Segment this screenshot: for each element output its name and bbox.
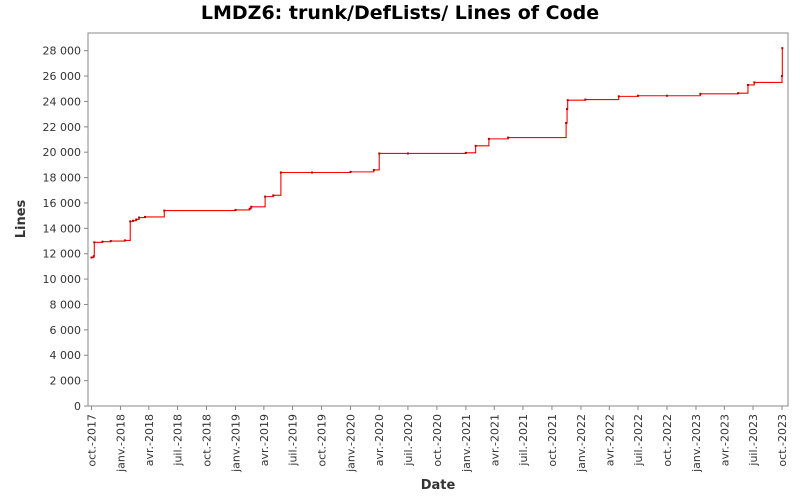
x-tick-label: avr.-2018 [143, 414, 156, 466]
x-tick-label: avr.-2023 [718, 414, 731, 466]
x-tick-label: juil.-2021 [517, 414, 530, 467]
data-point [93, 241, 96, 244]
data-point [507, 136, 510, 139]
data-point [378, 152, 381, 155]
data-point [753, 81, 756, 84]
x-tick-label: oct.-2021 [546, 414, 559, 467]
x-tick-label: avr.-2019 [258, 414, 271, 466]
data-point [372, 168, 375, 171]
y-axis-title: Lines [14, 199, 29, 238]
data-point [92, 255, 95, 258]
x-tick-label: janv.-2018 [114, 414, 127, 473]
x-tick-label: oct.-2023 [776, 414, 789, 467]
data-point [90, 256, 93, 259]
x-tick-label: oct.-2020 [431, 414, 444, 467]
data-point [487, 137, 490, 140]
y-axis-ticks: 0 2 000 4 000 6 000 8 000 10 000 12 000 14 000 1… [43, 45, 88, 413]
x-tick-label: juil.-2022 [632, 414, 645, 467]
y-tick-label: 4 000 [50, 349, 82, 362]
data-point [250, 205, 253, 208]
x-tick-label: janv.-2022 [575, 414, 588, 473]
x-tick-label: oct.-2017 [85, 414, 98, 467]
data-point [699, 92, 702, 95]
x-tick-label: avr.-2020 [373, 414, 386, 466]
series-layer [90, 47, 784, 259]
data-point [135, 218, 138, 221]
x-tick-label: janv.-2020 [345, 414, 358, 473]
data-point [129, 220, 132, 223]
y-tick-label: 2 000 [50, 375, 82, 388]
y-tick-label: 6 000 [50, 324, 82, 337]
data-point [474, 144, 477, 147]
data-point [566, 108, 569, 111]
data-point [566, 99, 569, 102]
chart-title: LMDZ6: trunk/DefLists/ Lines of Code [200, 2, 600, 24]
data-point [584, 98, 587, 101]
data-point [311, 171, 314, 174]
x-tick-label: juil.-2019 [287, 414, 300, 467]
y-tick-label: 16 000 [43, 197, 82, 210]
x-tick-label: janv.-2019 [230, 414, 243, 473]
y-tick-label: 12 000 [43, 248, 82, 261]
data-point [737, 92, 740, 95]
x-tick-label: oct.-2022 [661, 414, 674, 467]
data-point [565, 122, 568, 125]
y-tick-label: 8 000 [50, 298, 82, 311]
x-tick-label: janv.-2021 [460, 414, 473, 473]
x-tick-label: juil.-2018 [172, 414, 185, 467]
y-tick-label: 26 000 [43, 70, 82, 83]
data-point [234, 208, 237, 211]
y-tick-label: 24 000 [43, 95, 82, 108]
x-tick-label: juil.-2023 [747, 414, 760, 467]
x-tick-label: oct.-2018 [201, 414, 214, 467]
data-point [264, 195, 267, 198]
y-tick-label: 22 000 [43, 121, 82, 134]
x-axis-ticks: oct.-2017 janv.-2018 avr.-2018 juil.-2018 oc… [85, 406, 789, 473]
x-tick-label: avr.-2021 [488, 414, 501, 466]
y-tick-label: 0 [74, 400, 81, 413]
y-tick-label: 28 000 [43, 45, 82, 58]
data-point [144, 215, 147, 218]
y-tick-label: 18 000 [43, 172, 82, 185]
x-axis-title: Date [421, 478, 456, 493]
data-point [163, 209, 166, 212]
data-point [636, 94, 639, 97]
data-point [132, 219, 135, 222]
data-point [101, 240, 104, 243]
x-tick-label: avr.-2022 [603, 414, 616, 466]
data-point [138, 216, 141, 219]
y-tick-label: 20 000 [43, 146, 82, 159]
data-point [781, 75, 784, 78]
data-point [248, 207, 251, 210]
x-tick-label: janv.-2023 [690, 414, 703, 473]
data-point [109, 240, 112, 243]
data-point [349, 170, 352, 173]
x-tick-label: oct.-2019 [316, 414, 329, 467]
y-tick-label: 14 000 [43, 222, 82, 235]
x-tick-label: juil.-2020 [402, 414, 415, 467]
data-point [406, 152, 409, 155]
data-point [746, 83, 749, 86]
plot-area [87, 32, 789, 407]
data-point [464, 151, 467, 154]
data-point [665, 94, 668, 97]
data-point [272, 194, 275, 197]
series-line-0 [91, 48, 783, 259]
data-point [781, 47, 784, 50]
data-point [279, 171, 282, 174]
data-point [123, 239, 126, 242]
data-point [617, 95, 620, 98]
y-tick-label: 10 000 [43, 273, 82, 286]
